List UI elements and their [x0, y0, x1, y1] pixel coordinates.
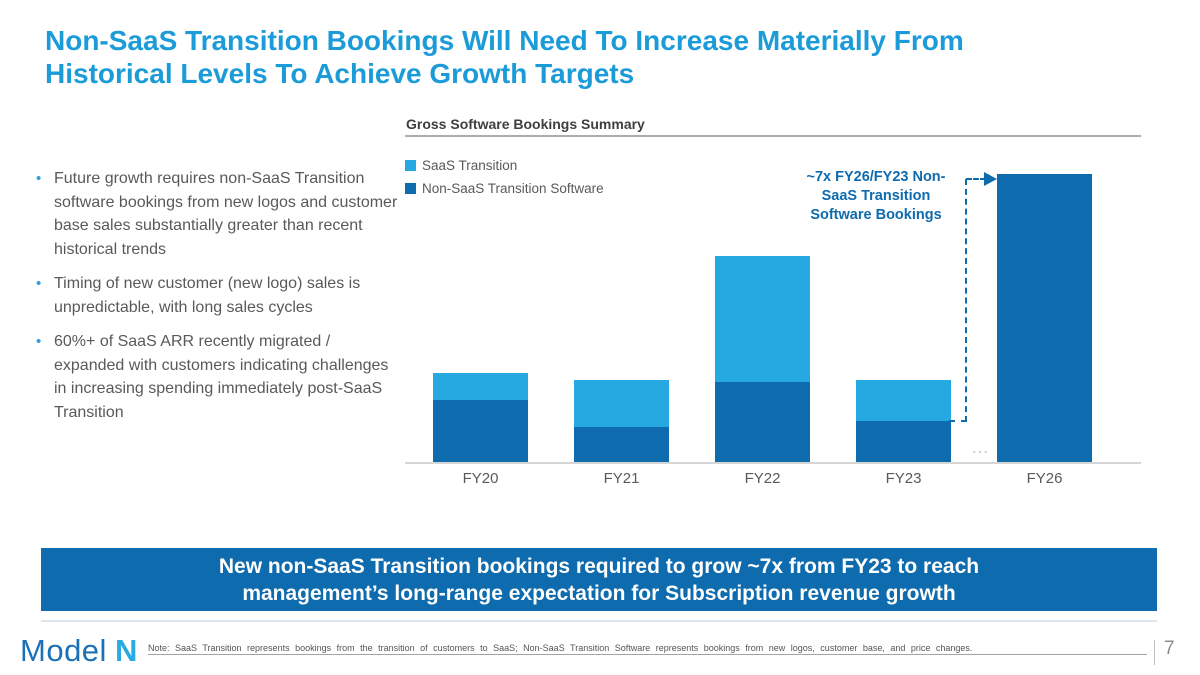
bullet-dot-icon: •	[36, 333, 42, 350]
x-axis-label: FY23	[885, 470, 922, 487]
bar-segment-non-saas-transition	[856, 420, 951, 462]
footnote: Note: SaaS Transition represents booking…	[148, 643, 973, 653]
bullet-text: Timing of new customer (new logo) sales …	[54, 275, 361, 316]
legend-swatch-icon	[405, 183, 416, 194]
bullet-text: Future growth requires non-SaaS Transiti…	[54, 170, 398, 258]
x-axis-line	[405, 462, 1141, 464]
annotation-line: SaaS Transition	[821, 188, 931, 204]
slide-title: Non-SaaS Transition Bookings Will Need T…	[45, 24, 1105, 90]
bar-segment-saas-transition	[856, 379, 951, 421]
bar-fy21	[574, 379, 669, 462]
x-axis-label: FY21	[603, 470, 640, 487]
legend-label: SaaS Transition	[422, 158, 518, 173]
bullet-list: • Future growth requires non-SaaS Transit…	[36, 167, 402, 435]
bullet-item: • Future growth requires non-SaaS Transit…	[36, 167, 402, 261]
bar-fy20	[433, 373, 528, 462]
bar-segment-non-saas-transition	[997, 173, 1092, 462]
bar-segment-non-saas-transition	[574, 426, 669, 462]
chart-annotation: ~7x FY26/FY23 Non- SaaS Transition Softwar…	[788, 168, 964, 225]
dashed-connector-vertical	[965, 179, 967, 422]
axis-break-ellipsis: ...	[972, 441, 990, 456]
bar-fy26	[997, 173, 1092, 462]
annotation-line: ~7x FY26/FY23 Non-	[806, 169, 946, 185]
bar-segment-saas-transition	[715, 256, 810, 382]
dashed-connector-top	[966, 178, 986, 180]
annotation-line: Software Bookings	[810, 207, 942, 223]
x-axis-label: FY26	[1026, 470, 1063, 487]
title-line: Non-SaaS Transition Bookings Will Need T…	[45, 25, 964, 56]
bullet-item: • Timing of new customer (new logo) sales…	[36, 272, 402, 319]
key-message-banner: New non-SaaS Transition bookings require…	[41, 548, 1157, 611]
legend-swatch-icon	[405, 160, 416, 171]
x-axis-label: FY22	[744, 470, 781, 487]
legend-label: Non-SaaS Transition Software	[422, 181, 604, 196]
bar-fy23	[856, 379, 951, 462]
banner-text-line: management’s long-range expectation for …	[242, 581, 956, 605]
bar-segment-non-saas-transition	[715, 381, 810, 462]
legend-item: SaaS Transition	[405, 158, 604, 173]
bar-segment-saas-transition	[433, 373, 528, 401]
chart-title-rule	[405, 135, 1141, 137]
title-line: Historical Levels To Achieve Growth Targ…	[45, 58, 635, 89]
bullet-dot-icon: •	[36, 170, 42, 187]
bar-fy22	[715, 256, 810, 462]
banner-shadow-line	[41, 620, 1157, 622]
footnote-rule	[148, 654, 1147, 655]
logo-word: Model	[20, 633, 107, 668]
logo-letter-n: N	[114, 633, 138, 668]
bar-chart: FY20 FY21 FY22 FY23 FY26	[405, 140, 1142, 487]
page-number-separator	[1154, 640, 1155, 665]
arrow-right-icon	[984, 172, 997, 186]
dashed-connector-bottom	[949, 420, 967, 422]
model-n-logo: Model N	[20, 633, 137, 669]
page-number: 7	[1164, 638, 1175, 659]
banner-text-line: New non-SaaS Transition bookings require…	[218, 554, 980, 578]
bullet-text: 60%+ of SaaS ARR recently migrated / exp…	[54, 333, 389, 421]
legend-item: Non-SaaS Transition Software	[405, 181, 604, 196]
x-axis-label: FY20	[462, 470, 499, 487]
bar-segment-non-saas-transition	[433, 400, 528, 462]
bullet-dot-icon: •	[36, 275, 42, 292]
chart-legend: SaaS Transition Non-SaaS Transition Softw…	[405, 158, 604, 204]
chart-title: Gross Software Bookings Summary	[406, 116, 645, 132]
bar-segment-saas-transition	[574, 379, 669, 427]
bullet-item: • 60%+ of SaaS ARR recently migrated / ex…	[36, 330, 402, 424]
